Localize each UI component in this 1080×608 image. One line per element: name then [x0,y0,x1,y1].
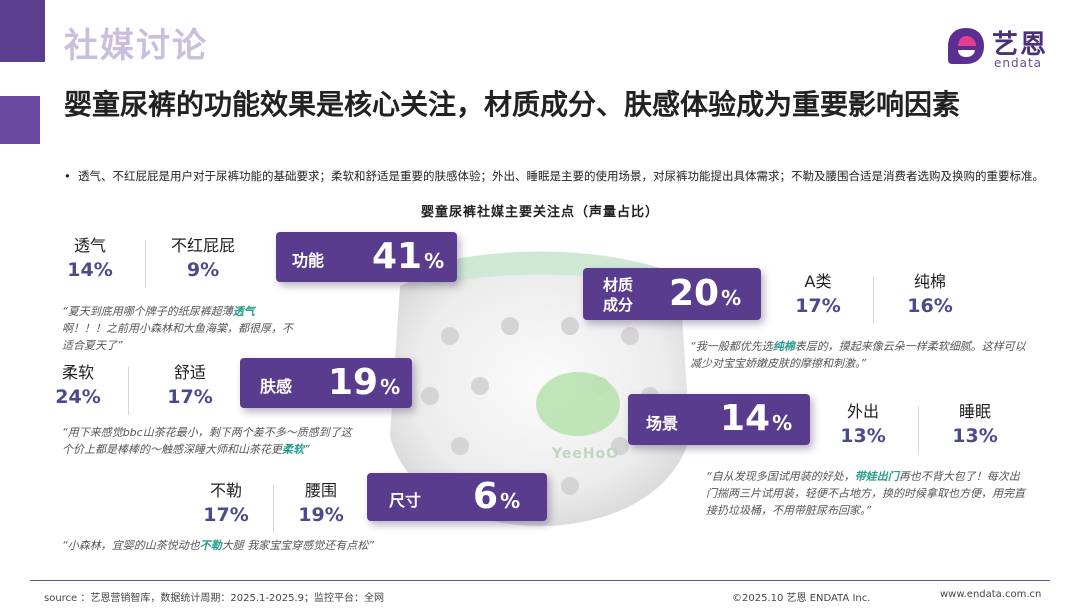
sub-item-outing: 外出 13% [818,402,908,448]
diaper-brand: YeeHoO [552,446,620,462]
sub-item-name: 不勒 [209,481,242,500]
footer-divider [30,580,1050,581]
footer-url[interactable]: www.endata.com.cn [940,589,1042,600]
category-label-line1: 材质 [603,276,634,294]
sub-item-breathable: 透气 14% [45,236,135,282]
headline: 婴童尿裤的功能效果是核心关注，材质成分、肤感体验成为重要影响因素 [64,88,961,121]
sub-item-value: 13% [840,425,886,447]
quote-breathable: “夏天到底用哪个牌子的纸尿裤超薄透气啊！！！之前用小森林和大鱼海棠，都很厚，不适… [62,305,293,352]
category-value: 6% [473,476,521,517]
category-label: 尺寸 [389,491,422,510]
category-label: 场景 [646,414,679,433]
quote-no-tight: “小森林，宜婴的山茶悦动也不勒大腿 我家宝宝穿感觉还有点松” [62,539,374,552]
sub-item-value: 16% [907,295,953,317]
sub-item-name: 外出 [846,402,879,421]
sub-item-name: 不红屁屁 [170,236,235,255]
sub-item-value: 17% [795,295,841,317]
category-pill-scenario: 场景 14% [628,394,810,445]
category-value: 14% [720,398,793,439]
category-value: 19% [328,362,401,403]
sub-item-no-tight: 不勒 17% [181,481,271,527]
endata-logo: 艺恩 endata [944,22,1064,72]
sub-item-value: 17% [203,504,249,526]
logo-text-cn: 艺恩 [992,30,1049,60]
sub-item-name: 睡眠 [958,402,991,421]
sub-item-waist: 腰围 19% [276,481,366,527]
category-value: 20% [669,273,742,314]
bullet: • [64,169,71,183]
sub-item-class-a: A类 17% [773,272,863,318]
chart-title: 婴童尿裤社媒主要关注点（声量占比） [420,205,659,220]
category-label-line2: 成分 [603,296,634,314]
endata-logo-icon [948,28,984,64]
sub-item-name: 柔软 [61,363,94,382]
divider [918,406,919,454]
category-label: 功能 [292,251,325,270]
category-pill-skin-feel: 肤感 19% [240,358,412,408]
sub-item-value: 17% [167,386,213,408]
header-accent-bar [0,0,45,62]
category-value: 41% [372,236,445,277]
sub-item-soft: 柔软 24% [33,363,123,409]
category-pill-size: 尺寸 6% [367,473,547,521]
category-pill-material: 材质 成分 20% [583,268,761,320]
sub-item-value: 9% [186,259,220,281]
sub-item-sleep: 睡眠 13% [930,402,1020,448]
description: • 透气、不红屁屁是用户对于尿裤功能的基础要求；柔软和舒适是重要的肤感体验；外出… [64,169,1044,184]
sub-item-value: 19% [298,504,344,526]
sub-item-value: 13% [952,425,998,447]
quote-soft: “用下来感觉bbc山茶花最小，剩下两个差不多～质感到了这个价上都是棒棒的～触感深… [62,426,352,456]
sub-item-value: 14% [67,259,113,281]
sub-item-value: 24% [55,386,101,408]
headline-accent-bar [0,96,40,144]
footer-copyright: ©2025.10 艺恩 ENDATA Inc. [732,593,871,604]
sub-item-name: 透气 [73,236,106,255]
sub-item-name: A类 [804,272,832,291]
sub-item-name: 舒适 [173,363,206,382]
quote-cotton: “我一般都优先选纯棉表层的，摸起来像云朵一样柔软细腻。这样可以减少对宝宝娇嫩皮肤… [690,340,1026,370]
logo-text-en: endata [994,56,1043,70]
divider [128,367,129,415]
sub-item-cotton: 纯棉 16% [885,272,975,318]
footer-source: source ：艺恩营销智库，数据统计周期：2025.1-2025.9；监控平台… [44,593,384,604]
sub-item-no-rash: 不红屁屁 9% [158,236,248,282]
category-pill-function: 功能 41% [276,232,457,282]
divider [873,276,874,324]
quote-outing: “自从发现多国试用装的好处，带娃出门再也不背大包了！每次出门揣两三片试用装，轻便… [706,470,1025,517]
sub-item-comfort: 舒适 17% [145,363,235,409]
section-title: 社媒讨论 [64,26,208,66]
sub-item-name: 纯棉 [913,272,946,291]
divider [273,485,274,533]
divider [145,240,146,288]
description-text: 透气、不红屁屁是用户对于尿裤功能的基础要求；柔软和舒适是重要的肤感体验；外出、睡… [78,169,1044,183]
sub-item-name: 腰围 [304,481,337,500]
category-label: 肤感 [260,377,293,396]
